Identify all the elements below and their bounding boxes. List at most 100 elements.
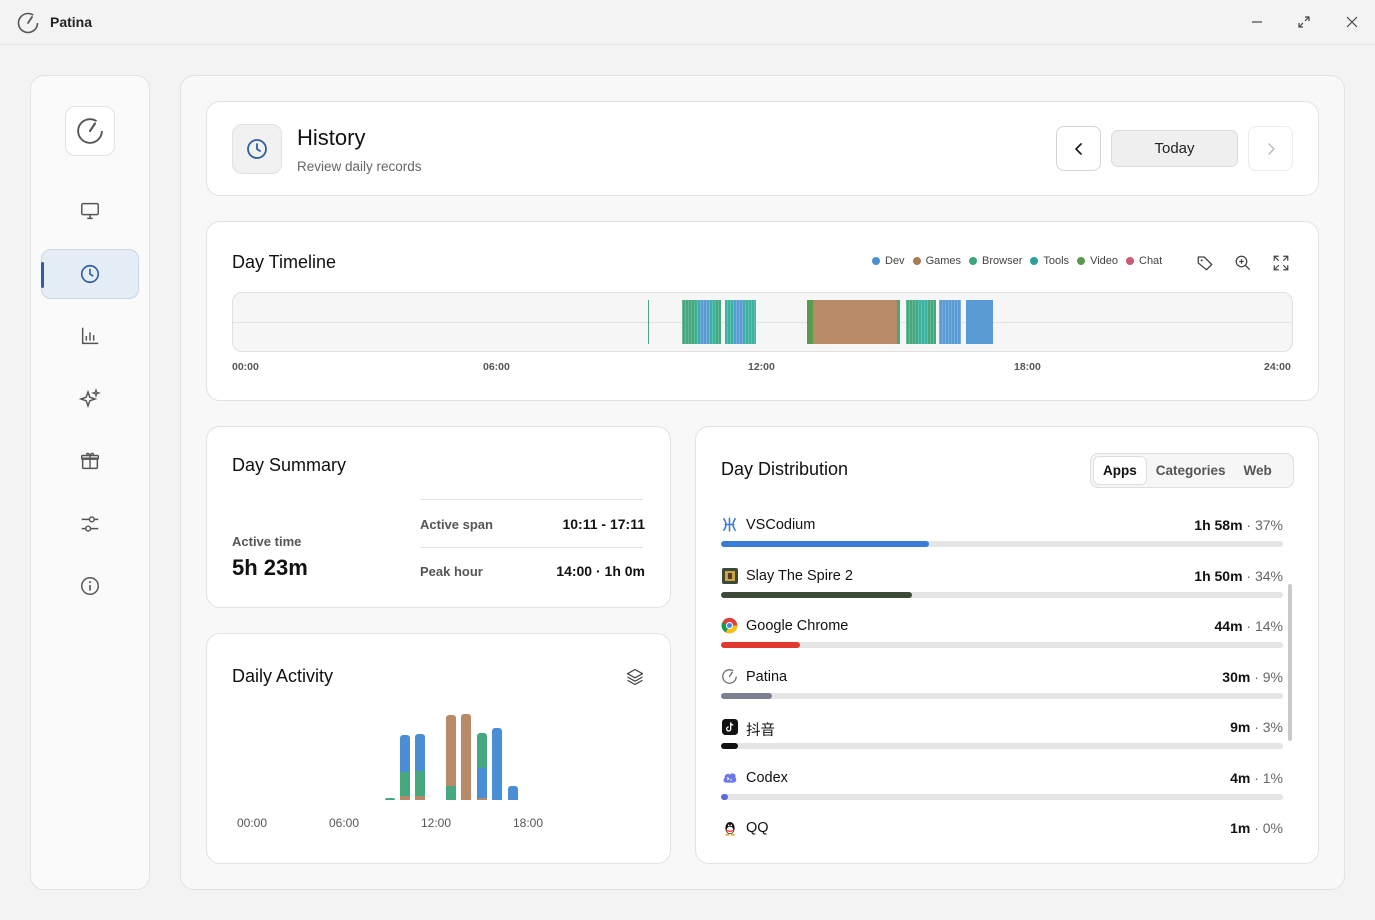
layers-icon[interactable]: [625, 667, 645, 687]
timeline-segment[interactable]: [813, 300, 897, 344]
timeline-stripe: [912, 300, 913, 344]
app-name: Google Chrome: [746, 618, 849, 634]
activity-bar[interactable]: [385, 798, 395, 800]
info-icon: [81, 577, 99, 595]
summary-title: Day Summary: [232, 455, 347, 475]
timeline-segment[interactable]: [682, 300, 696, 344]
timeline-stripe: [939, 300, 940, 344]
activity-bar[interactable]: [492, 728, 502, 800]
sidebar-item-about[interactable]: [41, 561, 139, 611]
peak-hour-value: 14:00 · 1h 0m: [556, 563, 645, 579]
sidebar-item-settings[interactable]: [41, 499, 139, 549]
chevron-right-icon: [1267, 142, 1275, 155]
app-stat: 44m · 14%: [1214, 618, 1284, 634]
activity-bar-segment: [415, 734, 425, 771]
app-row-qq[interactable]: QQ 1m · 0%: [721, 819, 1283, 863]
sidebar-item-insights[interactable]: [41, 374, 139, 424]
activity-bar-segment: [477, 768, 487, 798]
timeline-stripe: [733, 300, 734, 344]
next-day-button[interactable]: [1248, 126, 1293, 171]
tab-categories[interactable]: Categories: [1155, 463, 1226, 478]
app-bar-fill: [721, 794, 728, 800]
patina-logo-icon: [16, 11, 40, 35]
app-row-codex[interactable]: Codex 4m · 1%: [721, 769, 1283, 813]
timeline-segment[interactable]: [906, 300, 918, 344]
timeline-segment[interactable]: [897, 300, 900, 344]
activity-bar-segment: [477, 798, 487, 800]
legend-browser: Browser: [969, 255, 1022, 267]
timeline-segment[interactable]: [918, 300, 928, 344]
sidebar-item-statistics[interactable]: [41, 311, 139, 361]
sidebar-item-history[interactable]: [41, 249, 139, 299]
timeline-segment[interactable]: [928, 300, 936, 344]
main-panel: History Review daily records Today Day T…: [180, 75, 1345, 890]
timeline-stripe: [951, 300, 952, 344]
activity-tick: 06:00: [329, 816, 360, 830]
timeline-segment[interactable]: [725, 300, 733, 344]
timeline-stripe: [954, 300, 955, 344]
activity-bar[interactable]: [508, 786, 518, 800]
activity-bar-segment: [492, 728, 502, 800]
app-row-slay-the-spire[interactable]: Slay The Spire 2 1h 50m · 34%: [721, 567, 1283, 611]
timeline-stripe: [936, 300, 937, 344]
timeline-segment[interactable]: [648, 300, 649, 344]
minimize-icon[interactable]: [1247, 12, 1267, 32]
app-row-douyin[interactable]: 抖音 9m · 3%: [721, 718, 1283, 762]
maximize-icon[interactable]: [1294, 12, 1314, 32]
legend-tools: Tools: [1030, 255, 1069, 267]
fullscreen-icon[interactable]: [1270, 252, 1292, 274]
app-bar-fill: [721, 592, 913, 598]
vscodium-icon: [721, 516, 738, 533]
timeline-segment[interactable]: [743, 300, 756, 344]
activity-bar[interactable]: [446, 715, 456, 800]
timeline-stripe: [712, 300, 713, 344]
timeline-stripe: [688, 300, 689, 344]
activity-title: Daily Activity: [232, 666, 334, 686]
timeline-segment[interactable]: [939, 300, 961, 344]
timeline-stripe: [742, 300, 743, 344]
day-distribution-card: Day Distribution Apps Categories Web VSC…: [695, 426, 1319, 864]
timeline-stripe: [933, 300, 934, 344]
timeline-segment[interactable]: [966, 300, 993, 344]
timeline-tick: 06:00: [483, 361, 510, 373]
tab-apps[interactable]: Apps: [1093, 456, 1147, 485]
activity-bar[interactable]: [400, 735, 410, 800]
timeline-segment[interactable]: [733, 300, 743, 344]
timeline-segment[interactable]: [700, 300, 710, 344]
douyin-icon: [721, 718, 738, 735]
timeline-segment[interactable]: [710, 300, 715, 344]
activity-bar[interactable]: [461, 714, 471, 800]
timeline-segment[interactable]: [715, 300, 721, 344]
bar-chart-icon: [81, 327, 99, 345]
app-name: 抖音: [746, 723, 775, 739]
activity-bar-segment: [415, 771, 425, 796]
activity-tick: 00:00: [237, 816, 268, 830]
timeline-stripe: [909, 300, 910, 344]
activity-bar[interactable]: [415, 734, 425, 800]
timeline-track[interactable]: [232, 292, 1293, 352]
timeline-segment[interactable]: [696, 300, 700, 344]
tab-web[interactable]: Web: [1243, 463, 1272, 478]
tag-icon[interactable]: [1194, 252, 1216, 274]
sliders-icon: [81, 516, 99, 532]
app-row-google-chrome[interactable]: Google Chrome 44m · 14%: [721, 617, 1283, 661]
zoom-in-icon[interactable]: [1232, 252, 1254, 274]
app-name: Patina: [746, 669, 788, 685]
distribution-title: Day Distribution: [721, 459, 849, 479]
previous-day-button[interactable]: [1056, 126, 1101, 171]
today-button[interactable]: Today: [1111, 130, 1238, 167]
timeline-stripe: [751, 300, 752, 344]
close-icon[interactable]: [1342, 12, 1362, 32]
distribution-scrollbar[interactable]: [1288, 584, 1292, 741]
timeline-segment[interactable]: [807, 300, 813, 344]
sidebar-item-overview[interactable]: [41, 186, 139, 236]
app-name: Codex: [746, 770, 788, 786]
page-subtitle: Review daily records: [297, 159, 422, 174]
activity-bar-segment: [400, 796, 410, 800]
activity-bar[interactable]: [477, 733, 487, 800]
app-row-vscodium[interactable]: VSCodium 1h 58m · 37%: [721, 516, 1283, 560]
timeline-legend: Dev Games Browser Tools Video Chat: [872, 255, 1170, 267]
sidebar-logo[interactable]: [65, 106, 115, 156]
sidebar-item-rewards[interactable]: [41, 436, 139, 486]
app-row-patina[interactable]: Patina 30m · 9%: [721, 668, 1283, 712]
